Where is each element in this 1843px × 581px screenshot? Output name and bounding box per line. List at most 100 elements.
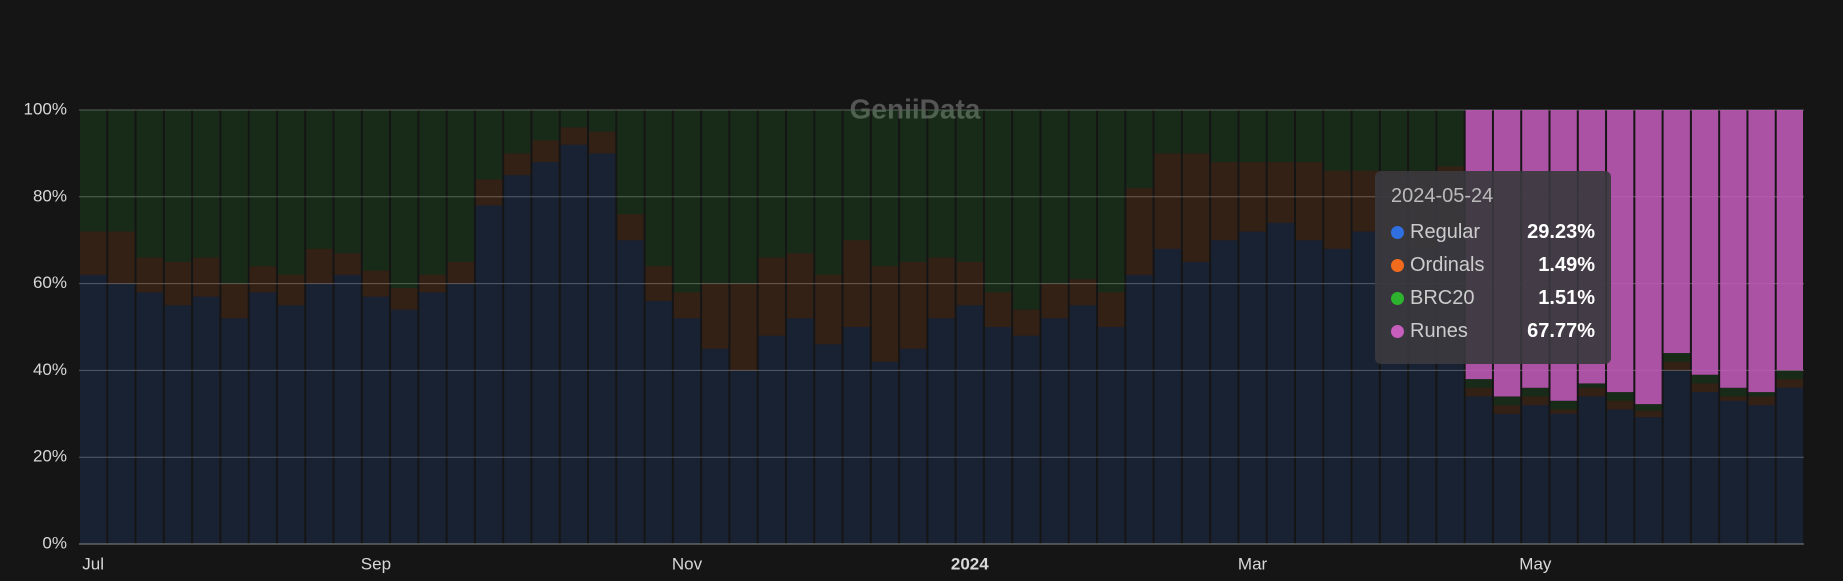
bar-segment [1154, 110, 1181, 154]
bar-segment [645, 110, 672, 267]
tooltip-date: 2024-05-24 [1391, 185, 1494, 207]
bar-segment [1691, 392, 1719, 544]
bar-segment [928, 110, 955, 258]
bar-segment [1465, 396, 1492, 544]
tooltip-value: 67.77% [1527, 320, 1595, 342]
bar-segment [1069, 305, 1097, 544]
bar-segment [1550, 409, 1577, 414]
y-tick-label: 60% [33, 273, 67, 292]
tooltip-series-name: Regular [1410, 221, 1481, 243]
bar-segment [447, 110, 474, 262]
tooltip-value: 1.49% [1538, 254, 1595, 276]
bar-segment [1635, 417, 1662, 544]
bar-segment [871, 110, 899, 267]
bar-segment [815, 344, 842, 544]
bar-segment [1409, 110, 1436, 171]
bar-segment [1239, 231, 1266, 544]
tooltip-dot [1391, 325, 1404, 338]
bar-segment [1522, 387, 1549, 397]
bar-segment [1380, 110, 1408, 171]
tooltip-row: Runes 67.77% [1391, 315, 1595, 348]
bar-segment [645, 300, 672, 544]
bar-segment [1013, 110, 1040, 310]
bar-segment [815, 274, 842, 345]
y-tick-label: 20% [33, 447, 67, 466]
bar-segment [475, 110, 503, 180]
bar-segment [1748, 405, 1775, 544]
bar-segment [730, 110, 757, 284]
bar-segment [786, 110, 814, 254]
bar-segment [108, 283, 135, 544]
tooltip-row: Ordinals 1.49% [1391, 249, 1595, 282]
bar-segment [1578, 396, 1606, 544]
x-tick-label: 2024 [951, 554, 989, 573]
bar-segment [1267, 222, 1294, 544]
watermark: GeniiData [850, 93, 981, 124]
bar-segment [249, 292, 276, 544]
bar-segment [334, 110, 361, 254]
bar-segment [1211, 110, 1238, 163]
bar-segment [1691, 110, 1719, 375]
tooltip-series-name: Ordinals [1410, 254, 1485, 276]
bar-segment [1522, 396, 1549, 406]
bar-segment [1663, 110, 1690, 354]
bar-segment [362, 270, 390, 297]
bar-segment [1663, 370, 1690, 544]
tooltip-row: BRC20 1.51% [1391, 282, 1595, 315]
bar-segment [193, 257, 220, 297]
bar-segment [1295, 162, 1323, 241]
bar-segment [306, 248, 333, 284]
bar-segment [1154, 153, 1181, 249]
bar-segment [362, 110, 390, 271]
bar-segment [560, 144, 588, 544]
bar-segment [1069, 279, 1097, 306]
bar-segment [900, 261, 927, 349]
bar-segment [1607, 409, 1634, 544]
bar-segment [1126, 110, 1153, 189]
bar-segment [532, 110, 559, 141]
bar-segment [193, 296, 220, 544]
bar-segment [702, 283, 729, 349]
bar-segment [164, 305, 192, 544]
bar-segment [560, 110, 588, 128]
bar-segment [617, 214, 644, 241]
bar-segment [1211, 162, 1238, 241]
bar-segment [249, 110, 276, 267]
bar-segment [334, 253, 361, 275]
bar-segment [1748, 110, 1775, 393]
bar-segment [1324, 248, 1351, 544]
bar-segment [617, 110, 644, 215]
bar-segment [815, 110, 842, 275]
bar-segment [1578, 387, 1606, 397]
bar-segment [673, 110, 701, 293]
bar-segment [758, 335, 785, 544]
bar-segment [1776, 370, 1803, 380]
bar-segment [193, 110, 220, 258]
x-tick-label: Nov [672, 554, 703, 573]
tooltip: 2024-05-24 Regular 29.23% Ordinals 1.49% BRC… [1375, 171, 1611, 364]
bar-segment [1776, 379, 1803, 388]
y-tick-label: 40% [33, 360, 67, 379]
bar-segment [1098, 292, 1125, 327]
bar-segment [1098, 327, 1125, 544]
bar-segment [871, 361, 899, 544]
bar-segment [956, 110, 983, 262]
bar-segment [1098, 110, 1125, 293]
bar-segment [589, 131, 616, 154]
tooltip-rows: Regular 29.23% Ordinals 1.49% BRC20 1.51% Rune… [1391, 216, 1595, 348]
bar-segment [1267, 162, 1294, 223]
bar-segment [164, 261, 192, 306]
bar-segment [1550, 400, 1577, 410]
bar-segment [334, 274, 361, 544]
tooltip-series-name: Runes [1410, 320, 1468, 342]
bar-segment [277, 110, 305, 275]
bar-segment [673, 292, 701, 319]
bar-segment [900, 110, 927, 262]
bar-segment [108, 110, 135, 232]
tooltip-series-name: BRC20 [1410, 287, 1475, 309]
bar-segment [871, 266, 899, 362]
bar-segment [419, 110, 446, 275]
bar-segment [928, 257, 955, 319]
bar-segment [1126, 188, 1153, 275]
bar-segment [984, 292, 1012, 327]
